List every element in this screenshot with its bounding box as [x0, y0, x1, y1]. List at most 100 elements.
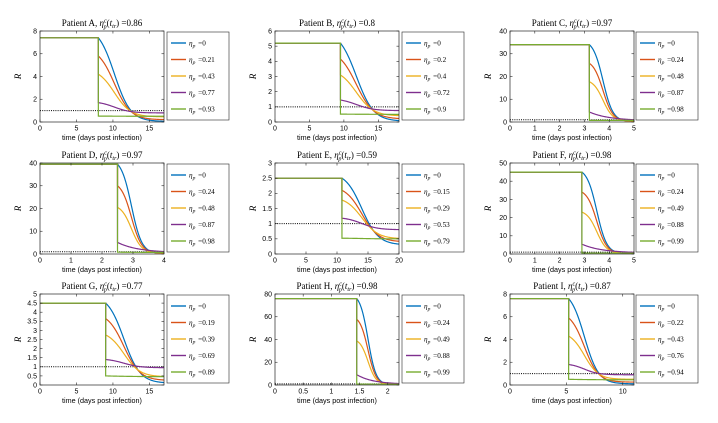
legend-entry: ηp =0 [424, 303, 441, 313]
legend: ηp =0 ηp =0.21 ηp =0.43 ηp =0.77 ηp =0.93 [166, 31, 230, 121]
legend-entry: ηp =0.9 [424, 106, 447, 116]
y-tick-label: 0 [33, 119, 37, 126]
chart-panel-f: Patient F, ηc p(ttr) =0.980 1 2 3 4 5010203040… [483, 150, 699, 274]
chart-title: Patient E, ηc p(ttr) =0.59 [297, 150, 378, 163]
legend-entry: ηp =0.24 [658, 56, 684, 66]
axes-box [39, 293, 165, 386]
series-line-0 [40, 302, 164, 384]
legend-entry: ηp =0.22 [658, 319, 684, 329]
series-line-0 [510, 297, 634, 385]
y-tick-label: 40 [499, 28, 507, 35]
x-tick-label: 15 [364, 258, 372, 265]
series-line-4 [40, 37, 164, 117]
x-tick-label: 0 [508, 258, 512, 265]
series-line-1 [40, 37, 164, 121]
legend-entry: ηp =0.4 [424, 73, 447, 83]
legend-entry: ηp =0.93 [189, 106, 215, 116]
y-tick-label: 0.5 [262, 236, 272, 243]
chart-title: Patient H, ηc p(ttr) =0.98 [297, 281, 379, 294]
plot-area [40, 302, 164, 384]
x-tick-label: 2 [558, 258, 562, 265]
legend: ηp =0 ηp =0.24 ηp =0.49 ηp =0.88 ηp =0.99 [401, 294, 465, 384]
series-line-4 [275, 297, 399, 385]
legend-entry: ηp =0.24 [658, 188, 684, 198]
x-tick-label: 5 [632, 126, 636, 133]
y-axis-label: R [483, 73, 493, 80]
legend-entry: ηp =0.98 [189, 238, 215, 248]
series-line-0 [275, 297, 399, 385]
y-tick-label: 4.5 [27, 301, 37, 308]
legend: ηp =0 ηp =0.22 ηp =0.43 ηp =0.76 ηp =0.94 [635, 294, 699, 384]
axes-box [274, 162, 400, 255]
legend: ηp =0 ηp =0.24 ηp =0.48 ηp =0.87 ηp =0.98 [166, 163, 230, 253]
x-axis-label: time (days post infection) [62, 396, 142, 405]
chart-title: Patient B, ηc p(ttr) =0.8 [299, 18, 376, 31]
legend-entry: ηp =0.94 [658, 369, 684, 379]
series-line-2 [40, 163, 164, 254]
x-tick-label: 2 [100, 258, 104, 265]
y-axis-label: R [13, 73, 23, 80]
axes-box [509, 293, 635, 386]
x-tick-label: 20 [395, 258, 403, 265]
legend-entry: ηp =0.69 [189, 352, 215, 362]
axes-box [509, 162, 635, 255]
legend-entry: ηp =0 [658, 303, 675, 313]
y-tick-label: 2 [503, 360, 507, 367]
x-tick-label: 0.5 [298, 389, 308, 396]
legend: ηp =0 ηp =0.19 ηp =0.39 ηp =0.69 ηp =0.89 [166, 294, 230, 384]
y-tick-label: 10 [499, 233, 507, 240]
y-tick-label: 3 [268, 74, 272, 81]
y-tick-label: 2 [268, 191, 272, 198]
plot-area [275, 297, 399, 385]
legend-entry: ηp =0.43 [189, 73, 215, 83]
series-line-2 [275, 177, 399, 239]
axes-box [39, 162, 165, 255]
series-line-1 [510, 171, 634, 254]
legend-entry: ηp =0.87 [189, 221, 215, 231]
series-line-3 [275, 42, 399, 112]
series-line-0 [510, 171, 634, 254]
x-tick-label: 5 [304, 258, 308, 265]
series-line-1 [40, 302, 164, 381]
y-tick-label: 3 [33, 328, 37, 335]
x-tick-label: 1 [69, 258, 73, 265]
series-line-3 [40, 302, 164, 369]
y-tick-label: 3.5 [27, 319, 37, 326]
legend-entry: ηp =0.53 [424, 221, 450, 231]
x-tick-label: 2 [386, 389, 390, 396]
legend-entry: ηp =0 [658, 40, 675, 50]
legend-entry: ηp =0.2 [424, 56, 447, 66]
series-line-4 [510, 44, 634, 122]
y-axis-label: R [483, 336, 493, 343]
axes-box [274, 30, 400, 123]
y-tick-label: 30 [499, 197, 507, 204]
x-tick-label: 1 [329, 389, 333, 396]
plot-area [40, 163, 164, 254]
legend-entry: ηp =0 [189, 40, 206, 50]
legend-entry: ηp =0.79 [424, 238, 450, 248]
series-line-3 [510, 171, 634, 253]
x-axis-label: time (days post infection) [297, 265, 377, 274]
x-tick-label: 2 [558, 126, 562, 133]
x-tick-label: 0 [273, 258, 277, 265]
y-tick-label: 0 [268, 119, 272, 126]
x-tick-label: 5 [564, 389, 568, 396]
legend-entry: ηp =0 [189, 303, 206, 313]
x-tick-label: 4 [607, 126, 611, 133]
x-tick-label: 0 [508, 389, 512, 396]
y-axis-label: R [13, 336, 23, 343]
legend-entry: ηp =0.43 [658, 336, 684, 346]
series-line-3 [275, 297, 399, 385]
chart-panel-e: Patient E, ηc p(ttr) =0.59 0 5 10 15 20 0 0.5 1 1.… [248, 150, 465, 274]
legend-entry: ηp =0.21 [189, 56, 215, 66]
x-axis-label: time (days post infection) [532, 133, 612, 142]
x-tick-label: 3 [131, 258, 135, 265]
y-tick-label: 3 [268, 160, 272, 167]
series-line-3 [510, 44, 634, 121]
x-tick-label: 3 [582, 258, 586, 265]
y-tick-label: 2 [33, 346, 37, 353]
x-tick-label: 10 [109, 126, 117, 133]
y-tick-label: 6 [268, 28, 272, 35]
series-line-2 [275, 42, 399, 117]
legend-entry: ηp =0.89 [189, 369, 215, 379]
